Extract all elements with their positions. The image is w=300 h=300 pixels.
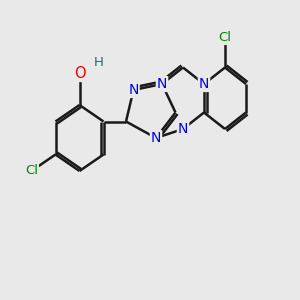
- Text: O: O: [74, 66, 85, 81]
- Text: H: H: [94, 56, 103, 70]
- Text: N: N: [157, 77, 167, 91]
- Text: N: N: [151, 131, 161, 145]
- Text: N: N: [128, 83, 139, 97]
- Text: Cl: Cl: [25, 164, 38, 178]
- Text: N: N: [178, 122, 188, 136]
- Text: N: N: [199, 77, 209, 91]
- Text: Cl: Cl: [218, 31, 232, 44]
